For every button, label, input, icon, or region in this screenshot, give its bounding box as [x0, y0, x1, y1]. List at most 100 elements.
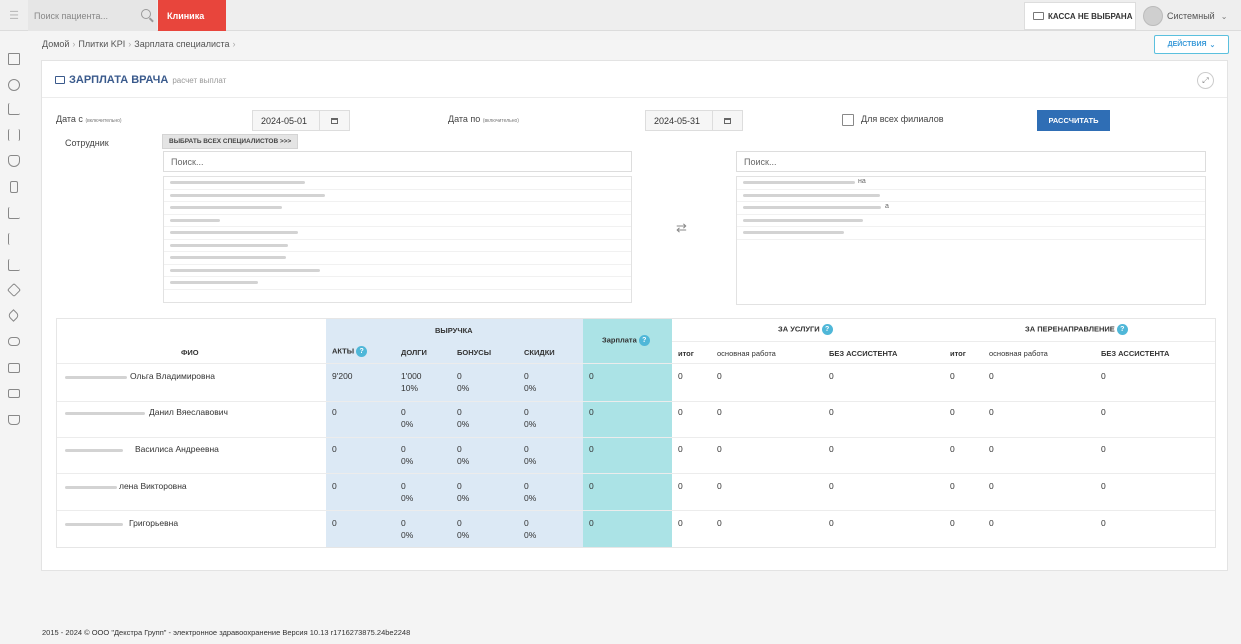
bar-chart-icon[interactable] — [8, 103, 20, 115]
help-icon[interactable]: ? — [356, 346, 368, 357]
row-bonuses: 0 0% — [457, 444, 469, 466]
swap-arrows-icon[interactable]: ⇄ — [676, 220, 687, 235]
list-item[interactable] — [164, 227, 631, 240]
right-search-input[interactable]: Поиск... — [736, 151, 1206, 172]
list-item[interactable]: а — [737, 202, 1205, 215]
row-debts: 0 0% — [401, 444, 413, 466]
list-item[interactable] — [164, 190, 631, 202]
row-acts: 0 — [332, 518, 337, 528]
list-item[interactable]: на — [737, 177, 1205, 190]
list-item[interactable] — [737, 215, 1205, 227]
left-search-input[interactable]: Поиск... — [163, 151, 632, 172]
row-services-noasst: 0 — [829, 407, 834, 417]
cash-icon[interactable] — [8, 389, 20, 398]
help-icon[interactable]: ? — [1116, 324, 1128, 335]
shield-icon[interactable] — [8, 155, 20, 167]
row-acts: 0 — [332, 481, 337, 491]
date-from-label: Дата с (включительно) — [56, 114, 122, 124]
row-referral-main: 0 — [989, 481, 994, 491]
row-referral-total: 0 — [950, 518, 955, 528]
debts-value: 0 — [401, 444, 406, 454]
list-item[interactable] — [164, 240, 631, 252]
list-item-fragment: на — [858, 178, 866, 185]
home-icon[interactable] — [8, 53, 20, 65]
list-item[interactable] — [164, 202, 631, 215]
header-services-total: итог — [678, 349, 694, 358]
row-acts: 9'200 — [332, 371, 353, 381]
calendar-icon — [331, 117, 338, 124]
header-debts: ДОЛГИ — [401, 348, 427, 357]
row-referral-main: 0 — [989, 407, 994, 417]
columns-icon[interactable] — [10, 181, 18, 193]
print-icon[interactable] — [8, 415, 20, 425]
breadcrumb-home[interactable]: Домой — [42, 39, 70, 49]
date-to-label-text: Дата по — [448, 114, 481, 124]
date-to-input[interactable]: 2024-05-31 — [645, 110, 713, 131]
calendar-from-button[interactable] — [320, 110, 350, 131]
row-bonuses: 0 0% — [457, 518, 469, 540]
panel-subtitle: расчет выплат — [172, 76, 227, 85]
patient-search-input[interactable]: Поиск пациента... — [28, 0, 157, 31]
discounts-pct: 0% — [524, 419, 537, 429]
help-icon[interactable]: ? — [821, 324, 833, 335]
menu-icon[interactable]: ☰ — [9, 10, 19, 22]
sliders-icon[interactable] — [8, 129, 20, 141]
row-salary: 0 — [589, 371, 594, 381]
chevron-down-icon: ⌄ — [1220, 11, 1228, 21]
row-discounts: 0 0% — [524, 444, 536, 466]
user-menu[interactable]: Системный ⌄ — [1143, 4, 1227, 28]
date-from-input[interactable]: 2024-05-01 — [252, 110, 320, 131]
chevron-down-icon: ⌄ — [1209, 41, 1216, 49]
bonuses-value: 0 — [457, 371, 462, 381]
breadcrumb-kpi[interactable]: Плитки KPI — [78, 39, 126, 49]
list-item[interactable] — [737, 190, 1205, 202]
expand-icon[interactable]: ⤢ — [1197, 72, 1214, 89]
list-item[interactable] — [164, 215, 631, 227]
kassa-label: КАССА НЕ ВЫБРАНА — [1048, 11, 1133, 21]
tag-icon[interactable] — [7, 309, 20, 322]
table-icon[interactable] — [8, 363, 20, 373]
row-services-noasst: 0 — [829, 518, 834, 528]
list-item[interactable] — [737, 227, 1205, 240]
calendar-to-button[interactable] — [713, 110, 743, 131]
salary-column-bg — [583, 319, 672, 547]
top-bar: ☰ Поиск пациента... Клиника КАССА НЕ ВЫБ… — [0, 0, 1241, 31]
kassa-button[interactable]: КАССА НЕ ВЫБРАНА — [1024, 2, 1136, 30]
footer: 2015 - 2024 © ООО "Декстра Групп" - элек… — [42, 628, 411, 637]
list-item[interactable] — [164, 277, 631, 290]
row-referral-noasst: 0 — [1101, 518, 1106, 528]
list-item[interactable] — [164, 265, 631, 277]
row-referral-total: 0 — [950, 371, 955, 381]
row-salary: 0 — [589, 481, 594, 491]
gear-icon[interactable] — [8, 79, 20, 91]
analytics-icon[interactable] — [8, 207, 20, 219]
list-item[interactable] — [164, 252, 631, 265]
line-chart-icon[interactable] — [8, 259, 20, 271]
header-revenue: ВЫРУЧКА — [435, 326, 473, 335]
header-bonuses: БОНУСЫ — [457, 348, 492, 357]
layers-icon[interactable] — [6, 282, 22, 298]
row-salary: 0 — [589, 518, 594, 528]
all-branches-checkbox[interactable] — [842, 114, 854, 126]
ruble-icon[interactable] — [8, 233, 20, 245]
clinic-button[interactable]: Клиника — [158, 0, 226, 31]
debts-value: 0 — [401, 407, 406, 417]
row-discounts: 0 0% — [524, 518, 536, 540]
search-icon[interactable] — [141, 9, 151, 19]
list-item-fragment: а — [885, 203, 889, 210]
actions-label: ДЕЙСТВИЯ — [1167, 41, 1207, 48]
row-debts: 1'000 10% — [401, 371, 422, 393]
actions-button[interactable]: ДЕЙСТВИЯ ⌄ — [1154, 35, 1229, 54]
list-item[interactable] — [164, 177, 631, 190]
row-referral-main: 0 — [989, 444, 994, 454]
row-discounts: 0 0% — [524, 481, 536, 503]
calculate-button[interactable]: РАССЧИТАТЬ — [1037, 110, 1110, 131]
select-all-specialists-button[interactable]: ВЫБРАТЬ ВСЕХ СПЕЦИАЛИСТОВ >>> — [162, 134, 299, 149]
refresh-icon[interactable] — [8, 337, 20, 346]
bonuses-value: 0 — [457, 518, 462, 528]
row-services-main: 0 — [717, 481, 722, 491]
header-for-referral: ЗА ПЕРЕНАПРАВЛЕНИЕ? — [1025, 324, 1128, 335]
calendar-icon — [724, 117, 731, 124]
help-icon[interactable]: ? — [638, 335, 650, 346]
row-services-main: 0 — [717, 371, 722, 381]
